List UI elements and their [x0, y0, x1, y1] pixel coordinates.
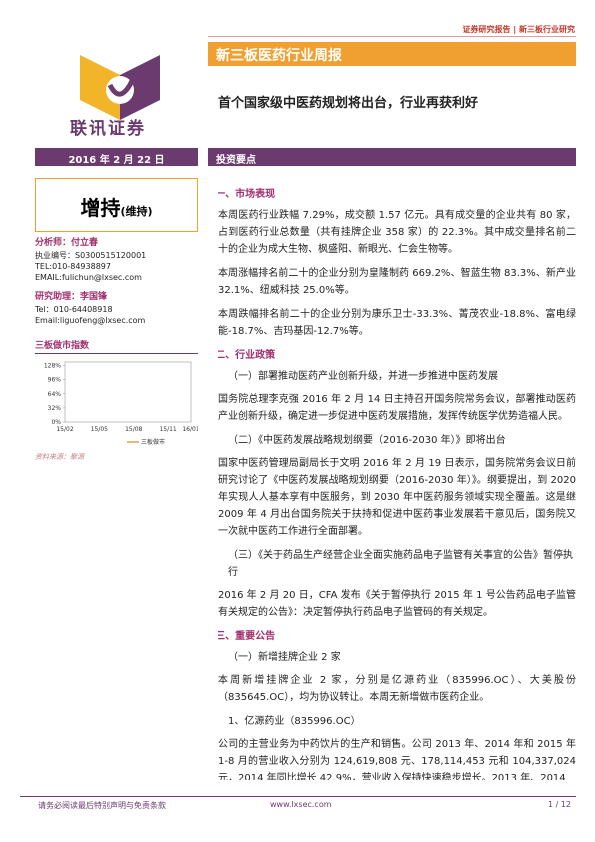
y-tick-label: 0% — [51, 419, 61, 426]
chart-title-text: 三板做市指数 — [35, 341, 90, 351]
plot-frame — [64, 361, 192, 423]
company-name: 联讯证券 — [70, 119, 146, 139]
headline: 首个国家级中医药规划将出台，行业再获利好 — [218, 96, 479, 111]
section-heading: 二、行业政策 — [218, 347, 576, 364]
chart-source: 资料来源：聚源 — [35, 453, 84, 461]
contact-line: 执业编号：S0300515120001 — [35, 251, 147, 260]
contact-line: TEL:010-84938897 — [35, 262, 111, 271]
contact-line: EMAIL:fulichun@lxsec.com — [35, 273, 142, 282]
report-type: 证券研究报告 | 新三板行业研究 — [462, 25, 576, 34]
y-tick-label: 96% — [48, 377, 62, 384]
index-chart: 0% 32% 64% 96% 128% 15/02 15/05 15/08 15/11 16/01… — [44, 361, 198, 446]
rating-note: (维持) — [120, 205, 153, 218]
rating: 增持 — [80, 196, 121, 220]
subheading: （三）《关于药品生产经营企业全面实施药品电子监管有关事宜的公告》暂停执行 — [228, 550, 573, 578]
paragraph: 本周跌幅排名前二十的企业分别为康乐卫士-33.3%、菁茂农业-18.8%、富电绿… — [218, 309, 576, 337]
subheading: （一）新增挂牌企业 2 家 — [228, 652, 341, 663]
y-tick-label: 64% — [48, 391, 62, 398]
analyst: 分析师：付立春执业编号：S0300515120001 TEL:010-849388… — [35, 238, 198, 283]
x-tick-label: 16/01 — [182, 426, 198, 433]
contact-line: Email:liguofeng@lxsec.com — [35, 316, 146, 325]
x-tick-label: 15/05 — [91, 426, 108, 433]
y-tick-label: 32% — [48, 405, 62, 412]
logo — [80, 55, 160, 120]
subheading: 1、亿源药业（835996.OC） — [228, 716, 361, 727]
assistant: 研究助理：李国锋 Tel：010-64408918 Email:liguofeng@… — [35, 292, 198, 326]
footer-rule — [20, 796, 576, 797]
paragraph: 国家中医药管理局副局长于文明 2016 年 2 月 19 日表示，国务院常务会议… — [218, 458, 576, 537]
analyst-title: 分析师：付立春 — [35, 238, 99, 248]
subheading: （二）《中医药发展战略规划纲要（2016-2030 年）》即将出台 — [228, 435, 506, 446]
legend-label: 三板做市 — [141, 438, 165, 446]
top-rule — [208, 36, 576, 37]
disclaimer: 请务必阅读最后特别声明与免责条款 — [38, 801, 166, 810]
series-title: 新三板医药行业周报 — [208, 42, 576, 66]
rating-box: 增持(维持) — [35, 178, 198, 232]
paragraph: 本周新增挂牌企业 2 家，分别是亿源药业（835996.OC）、大美股份（835… — [218, 675, 576, 703]
paragraph: 国务院总理李克强 2016 年 2 月 14 日主持召开国务院常务会议，部署推动… — [218, 394, 576, 422]
x-tick-label: 15/08 — [125, 426, 142, 433]
x-tick-label: 15/11 — [159, 426, 176, 433]
section-heading: 三、重要公告 — [218, 628, 576, 645]
paragraph: 本周医药行业跌幅 7.29%，成交额 1.57 亿元。具有成交量的企业共有 80… — [218, 210, 576, 255]
paragraph: 公司的主营业务为中药饮片的生产和销售。公司 2013 年、2014 年和 201… — [218, 739, 576, 780]
date: 2016 年 2 月 22 日 — [35, 148, 198, 166]
chart-title: 三板做市指数 — [35, 341, 198, 354]
subheading: （一）部署推动医药产业创新升级，并进一步推进中医药发展 — [228, 371, 498, 382]
section-heading: 一、市场表现 — [218, 186, 576, 203]
section-title: 投资要点 — [208, 148, 576, 166]
site: www.lxsec.com — [270, 800, 332, 809]
paragraph: 本周涨幅排名前二十的企业分别为皇隆制药 669.2%、智蓝生物 83.3%、新产… — [218, 268, 576, 296]
paragraph: 2016 年 2 月 20 日，CFA 发布《关于暂停执行 2015 年 1 号… — [218, 590, 576, 618]
y-tick-label: 128% — [44, 363, 61, 370]
contact-line: Tel：010-64408918 — [35, 305, 113, 314]
page-number: 1 / 12 — [547, 800, 571, 809]
assistant-title: 研究助理：李国锋 — [35, 292, 108, 302]
x-tick-label: 15/02 — [56, 426, 73, 433]
